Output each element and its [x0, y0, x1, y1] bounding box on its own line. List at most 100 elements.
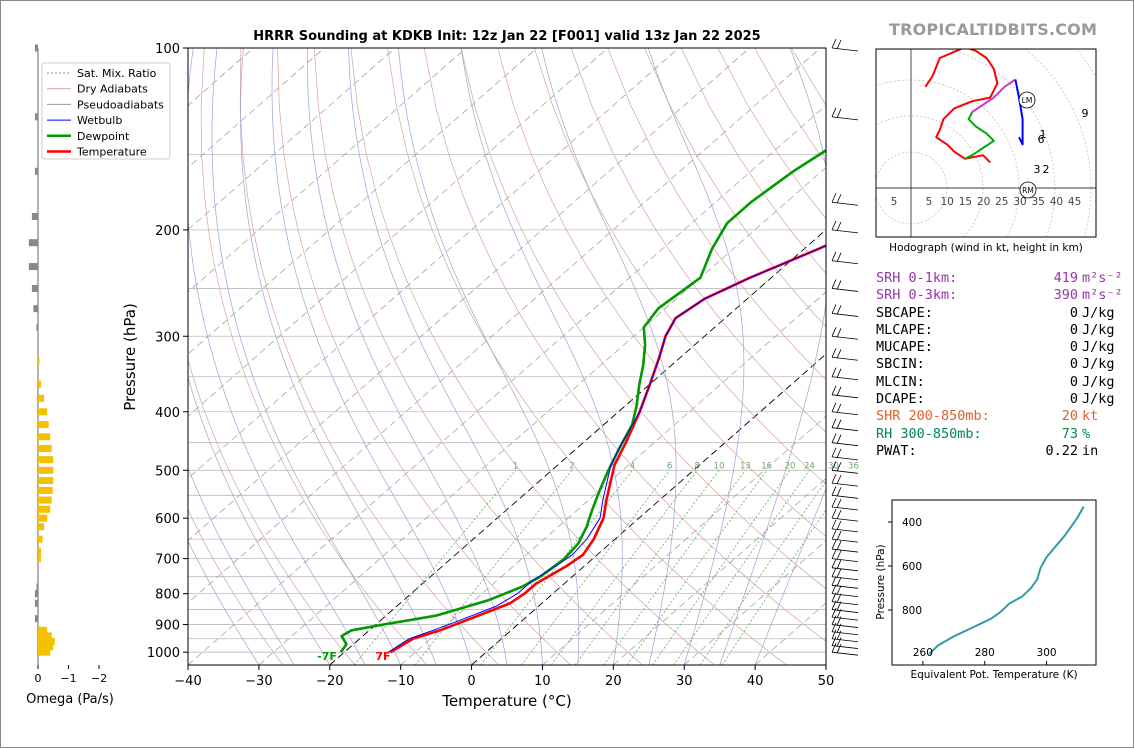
wind-barb-flag	[836, 419, 842, 429]
x-tick-label: 20	[605, 674, 622, 689]
dry-adiabat	[644, 48, 826, 328]
hodograph-magenta-segment	[971, 78, 1016, 113]
storm-motion-label: LM	[1022, 96, 1033, 105]
wind-barb-flag	[831, 539, 837, 550]
omega-bar	[38, 514, 48, 522]
wind-barb-shaft	[831, 528, 859, 533]
wind-barb-flag	[836, 568, 842, 578]
wind-barb-shaft	[831, 609, 859, 613]
omega-bar	[38, 523, 45, 531]
omega-tick-label: −2	[91, 672, 107, 685]
dry-adiabat	[387, 48, 787, 665]
dry-adiabat	[350, 48, 715, 665]
mixing-ratio-label: 10	[714, 461, 725, 471]
wind-barb-flag	[831, 433, 837, 443]
wind-barb-flag	[836, 509, 842, 520]
stat-row: PWAT: 0.22 in	[876, 443, 1123, 460]
stat-label: MUCAPE:	[876, 339, 933, 356]
brand-watermark: TROPICALTIDBITS.COM	[889, 20, 1098, 39]
wind-barb-shaft	[831, 260, 859, 265]
wind-barb-flag	[836, 577, 842, 587]
moist-adiabat	[271, 48, 472, 665]
wind-barb-flag	[831, 615, 837, 625]
wind-barb-flag	[836, 349, 842, 359]
stat-unit: J/kg	[1082, 339, 1115, 356]
mixing-ratio-line	[574, 470, 720, 665]
wind-barb-flag	[831, 220, 837, 231]
wind-barb-flag	[836, 601, 842, 611]
stat-unit: m²s⁻²	[1082, 270, 1123, 286]
hodograph-frame	[875, 48, 1097, 238]
stat-value: 20	[1061, 408, 1078, 425]
stat-row: SHR 200-850mb: 20 kt	[876, 408, 1123, 425]
wind-barb-shaft	[831, 506, 859, 511]
stat-value: 419	[1053, 270, 1078, 286]
mixing-ratio-label: 36	[848, 461, 859, 471]
omega-bar	[38, 444, 52, 452]
isotherm	[471, 353, 826, 665]
wind-barb-shaft	[831, 517, 859, 522]
omega-bar	[38, 505, 51, 513]
isotherm	[683, 540, 826, 665]
x-tick-label: −10	[387, 674, 414, 689]
legend-label: Pseudoadiabats	[77, 98, 164, 111]
mixing-ratio-label: 2	[569, 461, 574, 471]
moist-adiabat	[541, 48, 677, 665]
wind-barb-flag	[831, 592, 837, 602]
hodograph-background	[876, 49, 1096, 237]
hodograph-tick-label: 40	[1050, 196, 1063, 208]
omega-bar	[38, 637, 55, 645]
stat-row: MLCAPE: 0 J/kg	[876, 322, 1123, 339]
wind-barb-shaft	[831, 376, 859, 381]
stat-label: MLCIN:	[876, 373, 925, 390]
wind-barb-flag	[836, 328, 842, 338]
theta-e-ylabel: Pressure (hPa)	[875, 544, 887, 619]
stat-unit: J/kg	[1082, 391, 1115, 408]
mixing-ratio-line	[353, 470, 516, 665]
skewt-xlabel: Temperature (°C)	[441, 692, 571, 710]
wind-barb-flag	[836, 623, 842, 633]
wind-barb-flag	[836, 194, 842, 204]
mixing-ratio-line	[652, 470, 791, 665]
dry-adiabat	[239, 48, 500, 665]
wind-barb-shaft	[831, 427, 859, 432]
mixing-ratio-line	[626, 470, 768, 665]
omega-bar	[38, 626, 48, 634]
wind-barb-shaft	[831, 229, 859, 234]
skewt-legend[interactable]: Sat. Mix. Ratio Dry Adiabats Pseudoadiabat…	[41, 62, 171, 160]
wind-barb-flag	[836, 108, 842, 119]
hodograph-tick-label: 35	[1032, 196, 1045, 208]
stat-unit: J/kg	[1082, 304, 1115, 321]
omega-tick-label: 0	[35, 672, 42, 685]
wind-barb-flag	[836, 559, 842, 569]
wind-barb-flag	[831, 348, 837, 358]
wind-barb-shaft	[831, 567, 859, 572]
wind-barb-flag	[831, 607, 837, 618]
legend-label: Wetbulb	[77, 114, 122, 127]
mixing-ratio-line	[699, 480, 826, 665]
mixing-ratio-line	[603, 470, 746, 665]
wind-barb-flag	[831, 107, 837, 118]
wind-barb-flag	[836, 252, 842, 262]
hodograph-title: Hodograph (wind in kt, height in km)	[889, 242, 1083, 254]
isotherm	[188, 48, 821, 604]
omega-bar	[38, 456, 54, 464]
wind-barb-flag	[836, 487, 842, 497]
omega-bar	[38, 487, 53, 495]
moist-adiabat	[719, 48, 826, 665]
mixing-ratio-line	[480, 470, 633, 665]
moist-adiabat	[188, 467, 295, 665]
hodograph-tick-label: 30	[1013, 196, 1026, 208]
wind-barb-shaft	[831, 116, 859, 121]
moist-adiabat	[240, 48, 437, 665]
wind-barb-flag	[836, 520, 842, 531]
stat-unit: m²s⁻²	[1082, 287, 1123, 304]
omega-bar	[38, 496, 52, 504]
wind-barb-flag	[831, 549, 837, 559]
wind-barb-shaft	[831, 548, 859, 553]
hodograph-panel: 5 5 10 15 20 25 30 35 40 45 1 23 6 9 LM RM Hodograph (…	[875, 48, 1097, 254]
mixing-ratio-label: 1	[513, 461, 518, 471]
omega-bar	[34, 113, 38, 121]
omega-bar	[28, 263, 38, 271]
wind-barb-flag	[836, 630, 842, 640]
